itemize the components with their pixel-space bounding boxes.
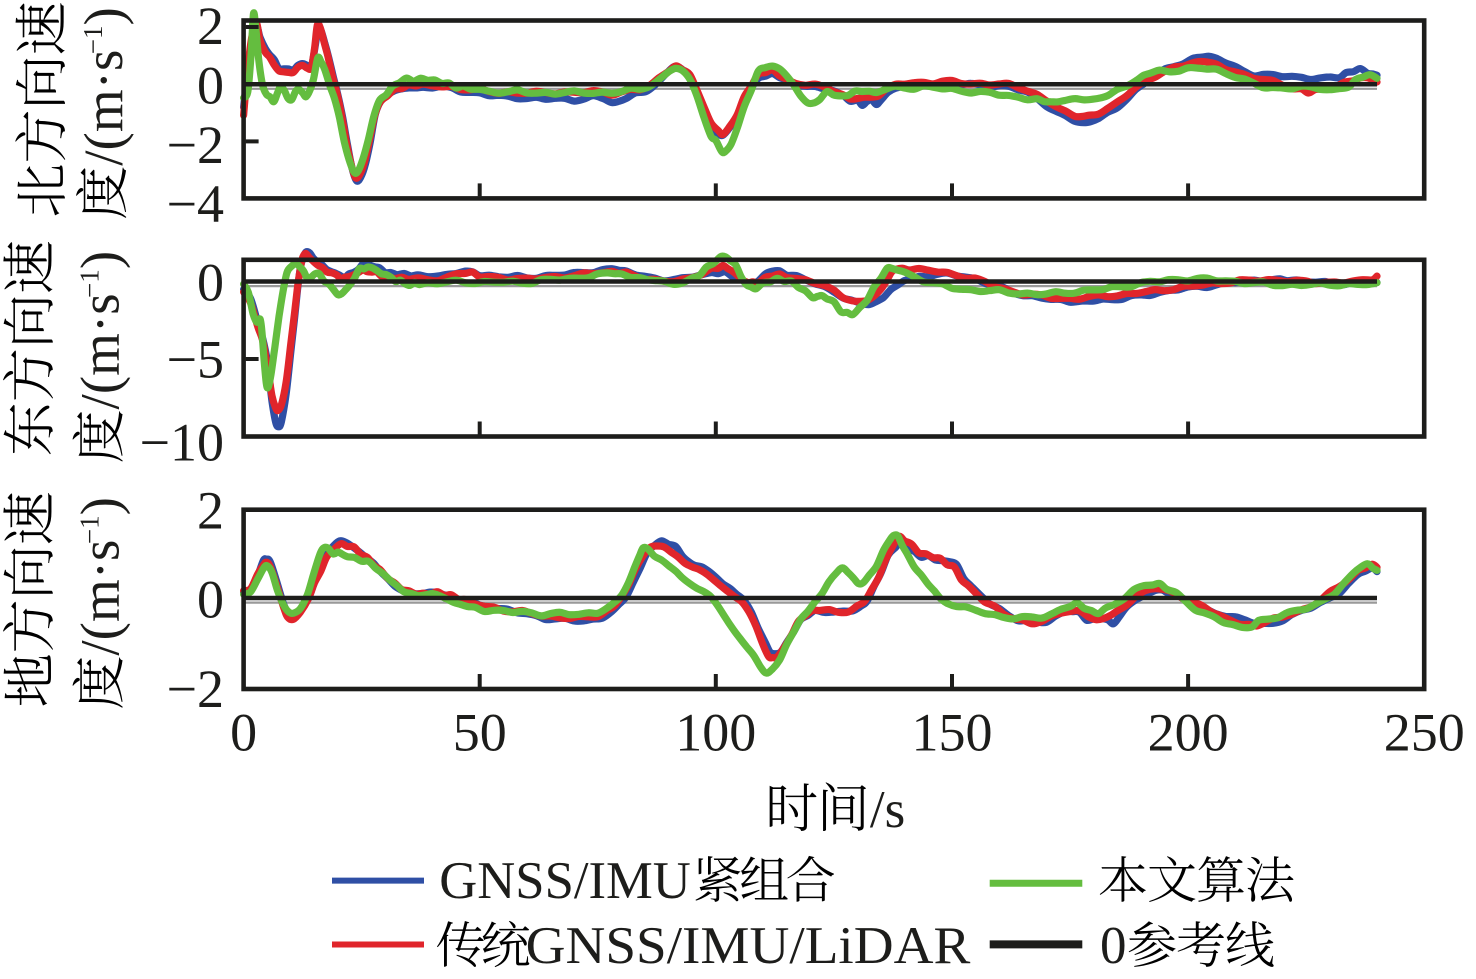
svg-text:): ) [70,251,131,269]
svg-text:): ) [70,497,131,515]
svg-text:−1: −1 [75,269,105,298]
svg-text:200: 200 [1148,703,1229,763]
svg-text:−10: −10 [140,413,224,473]
svg-text:−1: −1 [78,26,108,55]
svg-text:−2: −2 [167,115,224,175]
svg-text:GNSS/IMU: GNSS/IMU [439,852,691,910]
svg-text:0: 0 [230,703,257,763]
svg-text:150: 150 [912,703,993,763]
svg-text:/(m·s: /(m·s [70,293,131,409]
svg-text:): ) [73,7,134,25]
svg-text:/(m·s: /(m·s [70,540,131,656]
svg-text:0: 0 [197,253,224,313]
svg-text:2: 2 [197,0,224,56]
svg-text:−4: −4 [167,174,224,234]
svg-text:−2: −2 [167,659,224,719]
svg-text:GNSS/IMU/LiDAR: GNSS/IMU/LiDAR [526,917,971,975]
svg-text:−5: −5 [167,330,224,390]
svg-text:/(m·s: /(m·s [73,50,134,166]
svg-text:50: 50 [453,703,507,763]
svg-text:100: 100 [675,703,756,763]
svg-text:0: 0 [197,56,224,116]
svg-text:−1: −1 [75,515,105,544]
svg-text:2: 2 [197,481,224,541]
svg-text:250: 250 [1384,703,1465,763]
svg-text:0: 0 [1100,917,1127,975]
svg-text:0: 0 [197,570,224,630]
svg-text:/s: /s [870,781,905,839]
